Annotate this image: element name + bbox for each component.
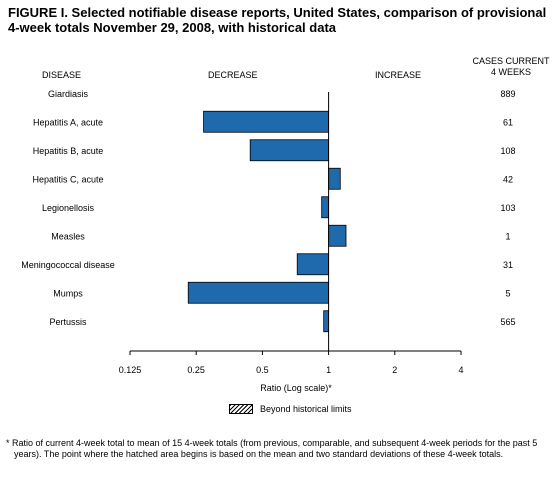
ratio-bar: [296, 253, 330, 276]
x-axis-label: Ratio (Log scale)*: [260, 383, 332, 393]
legend: Beyond historical limits: [229, 404, 352, 414]
x-tick-label: 0.125: [119, 365, 142, 375]
cases-header-line2: 4 WEEKS: [490, 67, 531, 77]
figure-title: FIGURE I. Selected notifiable disease re…: [8, 5, 547, 35]
footnote: * Ratio of current 4-week total to mean …: [6, 438, 538, 459]
ratio-bar: [328, 224, 347, 247]
category-label: Hepatitis C, acute: [32, 174, 103, 184]
category-label: Giardiasis: [48, 89, 89, 99]
cases-value: 1: [505, 231, 510, 241]
cases-value: 889: [500, 89, 515, 99]
disease-column-header: DISEASE: [42, 70, 82, 80]
cases-value: 31: [503, 260, 513, 270]
x-tick-label: 0.5: [256, 365, 269, 375]
ratio-bar-chart: Giardiasis 889 Hepatitis A, acute 61 Hepatit…: [21, 89, 515, 393]
ratio-bar: [249, 139, 329, 162]
ratio-bar: [328, 167, 341, 190]
cases-column-header: CASES CURRENT 4 WEEKS: [466, 56, 556, 78]
cases-value: 108: [500, 146, 515, 156]
ratio-bar: [203, 110, 330, 133]
hatched-swatch-icon: [229, 404, 253, 414]
x-tick-label: 0.25: [187, 365, 205, 375]
cases-value: 42: [503, 174, 513, 184]
category-label: Measles: [51, 231, 85, 241]
category-label: Hepatitis A, acute: [33, 117, 103, 127]
cases-value: 5: [505, 288, 510, 298]
ratio-bar: [323, 310, 330, 333]
category-label: Pertussis: [49, 317, 87, 327]
x-tick-label: 2: [392, 365, 397, 375]
ratio-bar: [321, 196, 330, 219]
category-label: Hepatitis B, acute: [33, 146, 104, 156]
cases-value: 103: [500, 203, 515, 213]
category-label: Mumps: [53, 288, 83, 298]
cases-value: 565: [500, 317, 515, 327]
category-label: Legionellosis: [42, 203, 95, 213]
ratio-bar: [187, 281, 330, 304]
decrease-header: DECREASE: [208, 70, 258, 80]
cases-value: 61: [503, 117, 513, 127]
x-tick-label: 4: [458, 365, 463, 375]
x-tick-label: 1: [326, 365, 331, 375]
category-label: Meningococcal disease: [21, 260, 115, 270]
increase-header: INCREASE: [375, 70, 422, 80]
legend-label: Beyond historical limits: [260, 404, 352, 414]
cases-header-line1: CASES CURRENT: [472, 56, 550, 66]
